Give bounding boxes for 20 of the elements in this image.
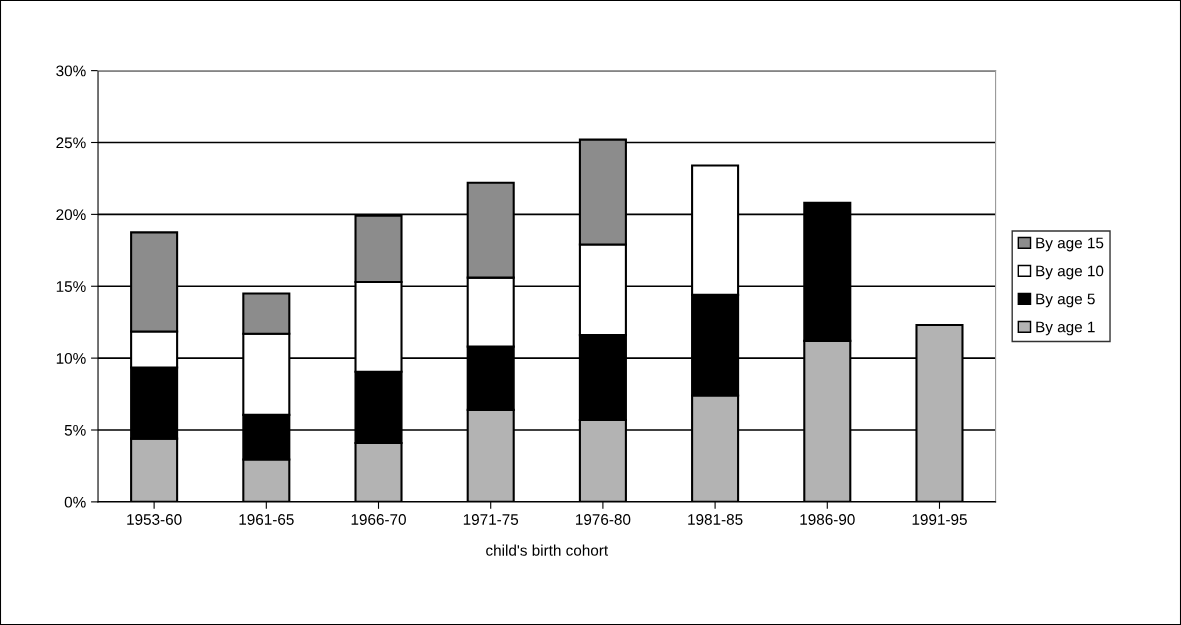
legend-label: By age 5 bbox=[1036, 293, 1095, 308]
y-tick-label: 5% bbox=[64, 424, 86, 436]
x-tick-label: 1986-90 bbox=[800, 514, 855, 525]
x-tick-label: 1981-85 bbox=[688, 514, 743, 525]
x-axis-title: child's birth cohort bbox=[486, 544, 609, 556]
x-tick-label: 1961-65 bbox=[239, 514, 294, 525]
x-tick-label: 1953-60 bbox=[127, 514, 182, 525]
x-tick-label: 1976-80 bbox=[576, 514, 631, 525]
y-tick-label: 10% bbox=[56, 352, 86, 364]
x-tick-label: 1971-75 bbox=[463, 514, 519, 525]
y-tick-label: 15% bbox=[56, 281, 86, 292]
legend-label: By age 1 bbox=[1036, 321, 1095, 336]
legend-label: By age 10 bbox=[1036, 265, 1104, 280]
x-tick-label: 1991-95 bbox=[912, 514, 967, 525]
y-tick-label: 20% bbox=[56, 209, 86, 221]
y-tick-label: 30% bbox=[56, 65, 86, 77]
y-tick-label: 0% bbox=[64, 496, 86, 508]
x-tick-label: 1966-70 bbox=[351, 514, 406, 525]
legend-label: By age 15 bbox=[1036, 237, 1104, 252]
y-tick-label: 25% bbox=[56, 137, 86, 149]
